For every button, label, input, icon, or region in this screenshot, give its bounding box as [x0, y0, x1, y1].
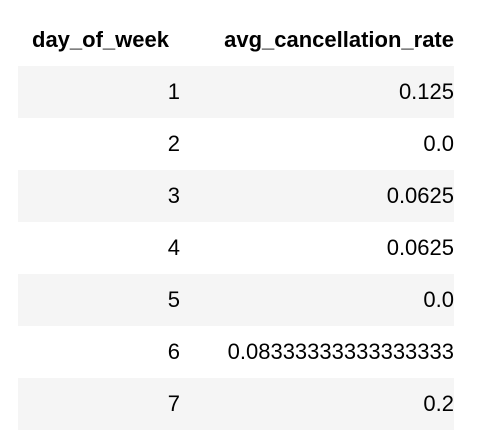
cell-day-of-week: 1 — [167, 79, 180, 104]
table-row: 4 0.0625 — [18, 222, 454, 274]
table-row: 3 0.0625 — [18, 170, 454, 222]
table-row: 6 0.08333333333333333 — [18, 326, 454, 378]
cell-day-of-week: 7 — [167, 391, 180, 416]
cell-day-of-week: 3 — [167, 183, 180, 208]
table-row: 2 0.0 — [18, 118, 454, 170]
cell-day-of-week: 2 — [167, 131, 180, 156]
cell-avg-cancellation-rate: 0.125 — [398, 79, 454, 104]
result-table-container: day_of_week avg_cancellation_rate 1 0.12… — [18, 14, 454, 430]
table-header-row: day_of_week avg_cancellation_rate — [18, 14, 454, 66]
column-header-day-of-week: day_of_week — [32, 27, 169, 52]
result-table: day_of_week avg_cancellation_rate 1 0.12… — [18, 14, 454, 430]
cell-avg-cancellation-rate: 0.0 — [423, 287, 454, 312]
table-row: 1 0.125 — [18, 66, 454, 118]
cell-avg-cancellation-rate: 0.2 — [423, 391, 454, 416]
cell-day-of-week: 5 — [167, 287, 180, 312]
table-row: 5 0.0 — [18, 274, 454, 326]
cell-day-of-week: 4 — [167, 235, 180, 260]
table-row: 7 0.2 — [18, 378, 454, 430]
column-header-avg-cancellation-rate: avg_cancellation_rate — [224, 27, 454, 52]
cell-avg-cancellation-rate: 0.0 — [423, 131, 454, 156]
cell-avg-cancellation-rate: 0.08333333333333333 — [227, 339, 454, 364]
cell-avg-cancellation-rate: 0.0625 — [386, 235, 454, 260]
cell-day-of-week: 6 — [167, 339, 180, 364]
cell-avg-cancellation-rate: 0.0625 — [386, 183, 454, 208]
